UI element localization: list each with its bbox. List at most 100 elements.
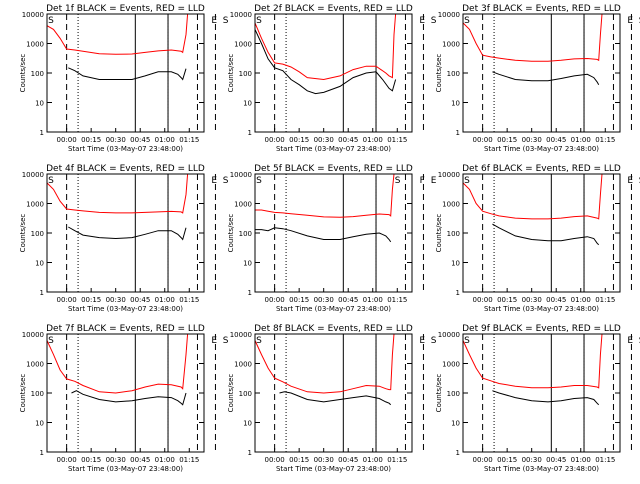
x-tick-label: 00:00	[57, 456, 77, 464]
panel-title: Det 8f BLACK = Events, RED = LLD	[254, 324, 413, 334]
panel-det-3: Det 3f BLACK = Events, RED = LLDSES11010…	[435, 4, 640, 153]
marker-letter: S	[431, 336, 437, 346]
x-tick-label: 01:00	[155, 296, 175, 304]
x-tick-label: 01:00	[571, 456, 591, 464]
y-tick-label: 100	[239, 230, 252, 238]
x-tick-label: 00:45	[130, 456, 150, 464]
x-tick-label: 01:15	[179, 136, 199, 144]
y-tick-label: 100	[31, 70, 44, 78]
panel-det-5: Det 5f BLACK = Events, RED = LLD S F E S 1 10 1…	[227, 164, 437, 313]
marker-letter: E	[431, 176, 437, 186]
plot-frame	[46, 173, 205, 293]
y-tick-label: 1000	[442, 41, 460, 49]
marker-letter: S	[639, 176, 640, 186]
y-tick-label: 10000	[438, 11, 460, 19]
x-tick-label: 01:15	[179, 296, 199, 304]
marker-letter: E	[627, 176, 633, 186]
y-tick-label: 1	[456, 129, 460, 137]
y-tick-label: 1	[248, 289, 252, 297]
y-tick-label: 10	[243, 420, 252, 428]
x-tick-label: 00:30	[522, 136, 542, 144]
x-tick-label: 00:45	[130, 296, 150, 304]
x-tick-label: 00:15	[81, 456, 101, 464]
y-tick-label: 1	[456, 449, 460, 457]
x-tick-label: 00:15	[497, 456, 517, 464]
x-tick-label: 01:00	[363, 456, 383, 464]
x-tick-label: 00:15	[289, 456, 309, 464]
plot-frame	[254, 13, 413, 133]
x-tick-label: 00:30	[106, 456, 126, 464]
y-axis-label: Counts/sec	[435, 54, 443, 93]
y-axis-label: Counts/sec	[227, 214, 235, 253]
y-tick-label: 1	[456, 289, 460, 297]
series-line-lld	[46, 173, 189, 214]
marker-letter: S	[639, 16, 640, 26]
x-tick-label: 01:15	[179, 456, 199, 464]
x-tick-label: 00:30	[314, 136, 334, 144]
marker-letter: S	[639, 336, 640, 346]
series-line-events	[68, 67, 187, 81]
marker-letter: S	[256, 16, 262, 26]
marker-letter: S	[223, 336, 229, 346]
x-tick-label: 01:00	[363, 136, 383, 144]
series-line-events	[492, 71, 600, 85]
y-tick-label: 100	[447, 390, 460, 398]
y-tick-label: 10	[243, 260, 252, 268]
x-axis-label: Start Time (03-May-07 23:48:00)	[68, 305, 183, 313]
x-tick-label: 01:00	[571, 136, 591, 144]
x-tick-label: 00:00	[265, 136, 285, 144]
x-tick-label: 00:30	[314, 456, 334, 464]
y-tick-label: 10	[35, 420, 44, 428]
series-line-events	[492, 390, 600, 406]
marker-letter: E	[211, 336, 217, 346]
y-tick-label: 10000	[22, 171, 44, 179]
y-tick-label: 1000	[26, 41, 44, 49]
x-axis-label: Start Time (03-May-07 23:48:00)	[68, 465, 183, 473]
x-tick-label: 00:30	[106, 296, 126, 304]
panel-title: Det 1f BLACK = Events, RED = LLD	[46, 4, 205, 14]
y-tick-label: 1	[40, 449, 44, 457]
series-line-events	[68, 226, 187, 241]
plot-frame	[462, 333, 621, 453]
x-tick-label: 00:15	[497, 136, 517, 144]
series-line-lld	[254, 13, 397, 81]
x-tick-label: 01:15	[595, 296, 615, 304]
marker-letter: S	[48, 176, 54, 186]
y-tick-label: 10	[35, 260, 44, 268]
series-line-lld	[462, 13, 603, 62]
panel-det-6: Det 6f BLACK = Events, RED = LLDSES11010…	[435, 164, 640, 313]
series-line-lld	[46, 333, 189, 394]
marker-letter: S	[431, 16, 437, 26]
panel-title: Det 9f BLACK = Events, RED = LLD	[462, 324, 621, 334]
series-line-lld	[462, 333, 603, 389]
y-tick-label: 1000	[234, 41, 252, 49]
y-axis-label: Counts/sec	[435, 214, 443, 253]
x-tick-label: 00:45	[338, 296, 358, 304]
panel-title: Det 5f BLACK = Events, RED = LLD	[254, 164, 413, 174]
x-tick-label: 00:00	[57, 136, 77, 144]
x-tick-label: 00:00	[473, 136, 493, 144]
y-tick-label: 10000	[230, 11, 252, 19]
panel-title: Det 4f BLACK = Events, RED = LLD	[46, 164, 205, 174]
x-tick-label: 01:15	[595, 136, 615, 144]
x-tick-label: 00:45	[338, 456, 358, 464]
x-tick-label: 00:30	[106, 136, 126, 144]
y-tick-label: 10	[243, 100, 252, 108]
marker-letter: E	[627, 16, 633, 26]
series-line-events	[254, 29, 397, 95]
series-line-lld	[46, 13, 189, 55]
x-tick-label: 00:45	[546, 136, 566, 144]
series-line-events	[279, 391, 392, 406]
x-axis-label: Start Time (03-May-07 23:48:00)	[484, 465, 599, 473]
y-tick-label: 1	[248, 449, 252, 457]
series-line-events	[71, 390, 187, 406]
y-tick-label: 1000	[234, 201, 252, 209]
x-axis-label: Start Time (03-May-07 23:48:00)	[276, 305, 391, 313]
x-tick-label: 00:15	[289, 296, 309, 304]
x-tick-label: 00:45	[546, 296, 566, 304]
x-tick-label: 00:00	[265, 456, 285, 464]
x-tick-label: 01:00	[155, 456, 175, 464]
